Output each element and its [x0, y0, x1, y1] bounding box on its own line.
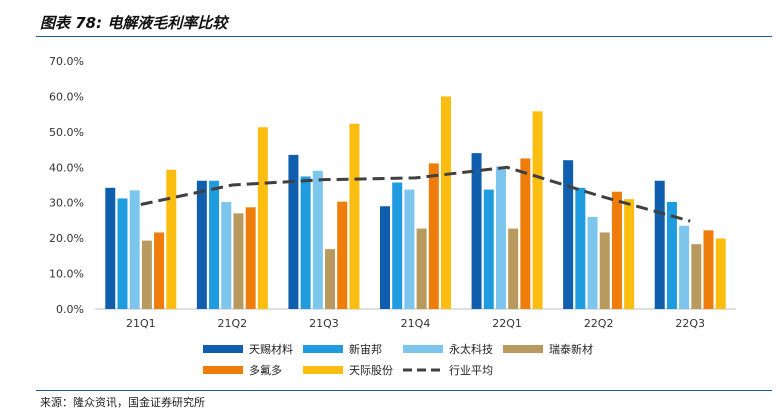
legend-swatch — [503, 345, 543, 353]
legend-label: 新宙邦 — [349, 342, 382, 356]
bar — [624, 199, 635, 309]
x-tick-label: 22Q2 — [584, 317, 614, 330]
y-tick-label: 70.0% — [49, 55, 84, 68]
average-line — [140, 165, 691, 223]
legend-swatch — [303, 345, 343, 353]
bar — [380, 206, 390, 309]
source-divider — [36, 390, 772, 391]
bar — [416, 228, 427, 309]
x-axis: 21Q1 21Q2 21Q3 21Q4 22Q1 22Q2 22Q3 — [95, 308, 736, 330]
bar — [196, 180, 207, 309]
y-tick-label: 60.0% — [49, 90, 84, 103]
bar — [105, 187, 116, 309]
bar — [679, 225, 690, 309]
legend-swatch — [203, 366, 243, 374]
bar — [508, 228, 519, 309]
bar — [166, 169, 177, 309]
bar — [129, 190, 140, 309]
bars — [105, 96, 726, 310]
bar — [141, 240, 152, 309]
y-tick-label: 30.0% — [49, 197, 84, 210]
bar — [117, 198, 128, 309]
bar — [337, 201, 348, 309]
bar — [495, 166, 506, 309]
x-tick-label: 21Q2 — [218, 317, 248, 330]
bar — [563, 160, 574, 309]
bar — [312, 170, 323, 309]
bar — [703, 230, 714, 309]
bar — [209, 180, 220, 309]
x-tick-label: 21Q3 — [309, 317, 339, 330]
bar — [245, 207, 256, 309]
bar — [599, 232, 610, 309]
y-tick-label: 0.0% — [56, 303, 84, 316]
y-tick-label: 10.0% — [49, 268, 84, 281]
bar — [587, 216, 598, 309]
legend-label: 瑞泰新材 — [549, 342, 593, 356]
legend-label: 天际股份 — [349, 364, 393, 377]
source-note: 来源：隆众资讯，国金证券研究所 — [40, 396, 205, 409]
y-tick-label: 20.0% — [49, 232, 84, 245]
bar — [404, 189, 415, 309]
bar — [483, 189, 494, 309]
x-tick-label: 22Q1 — [492, 317, 522, 330]
bar — [257, 127, 268, 309]
x-tick-label: 22Q3 — [675, 317, 705, 330]
bar — [520, 158, 531, 309]
bar — [154, 232, 165, 309]
legend-swatch — [303, 366, 343, 374]
legend-label: 多氟多 — [249, 363, 282, 377]
title-bar: 图表 78: 电解液毛利率比较 — [36, 8, 772, 37]
bar — [575, 187, 586, 309]
bar — [532, 111, 543, 310]
bar — [611, 191, 622, 309]
legend-label: 永太科技 — [449, 342, 493, 356]
bar — [691, 244, 702, 309]
bar — [715, 238, 726, 309]
x-tick-label: 21Q4 — [401, 317, 431, 330]
bar — [392, 182, 403, 309]
y-axis: 0.0% 10.0% 20.0% 30.0% 40.0% 50.0% 60.0% 70.0% — [49, 55, 84, 316]
bar — [325, 249, 336, 309]
chart-title: 图表 78: 电解液毛利率比较 — [40, 14, 228, 32]
bar — [349, 123, 360, 309]
bar — [300, 176, 311, 309]
bar — [221, 202, 232, 309]
bar — [233, 213, 244, 309]
legend-label: 天赐材料 — [249, 342, 293, 356]
legend-label: 行业平均 — [449, 364, 493, 377]
bar — [288, 154, 299, 309]
legend-swatch — [203, 345, 243, 353]
x-tick-label: 21Q1 — [126, 317, 156, 330]
y-tick-label: 50.0% — [49, 126, 84, 139]
y-tick-label: 40.0% — [49, 161, 84, 174]
bar — [654, 180, 665, 309]
bar — [441, 96, 451, 309]
bar — [666, 202, 677, 309]
bar — [428, 163, 439, 309]
legend-swatch — [403, 345, 443, 353]
bar — [471, 153, 482, 309]
